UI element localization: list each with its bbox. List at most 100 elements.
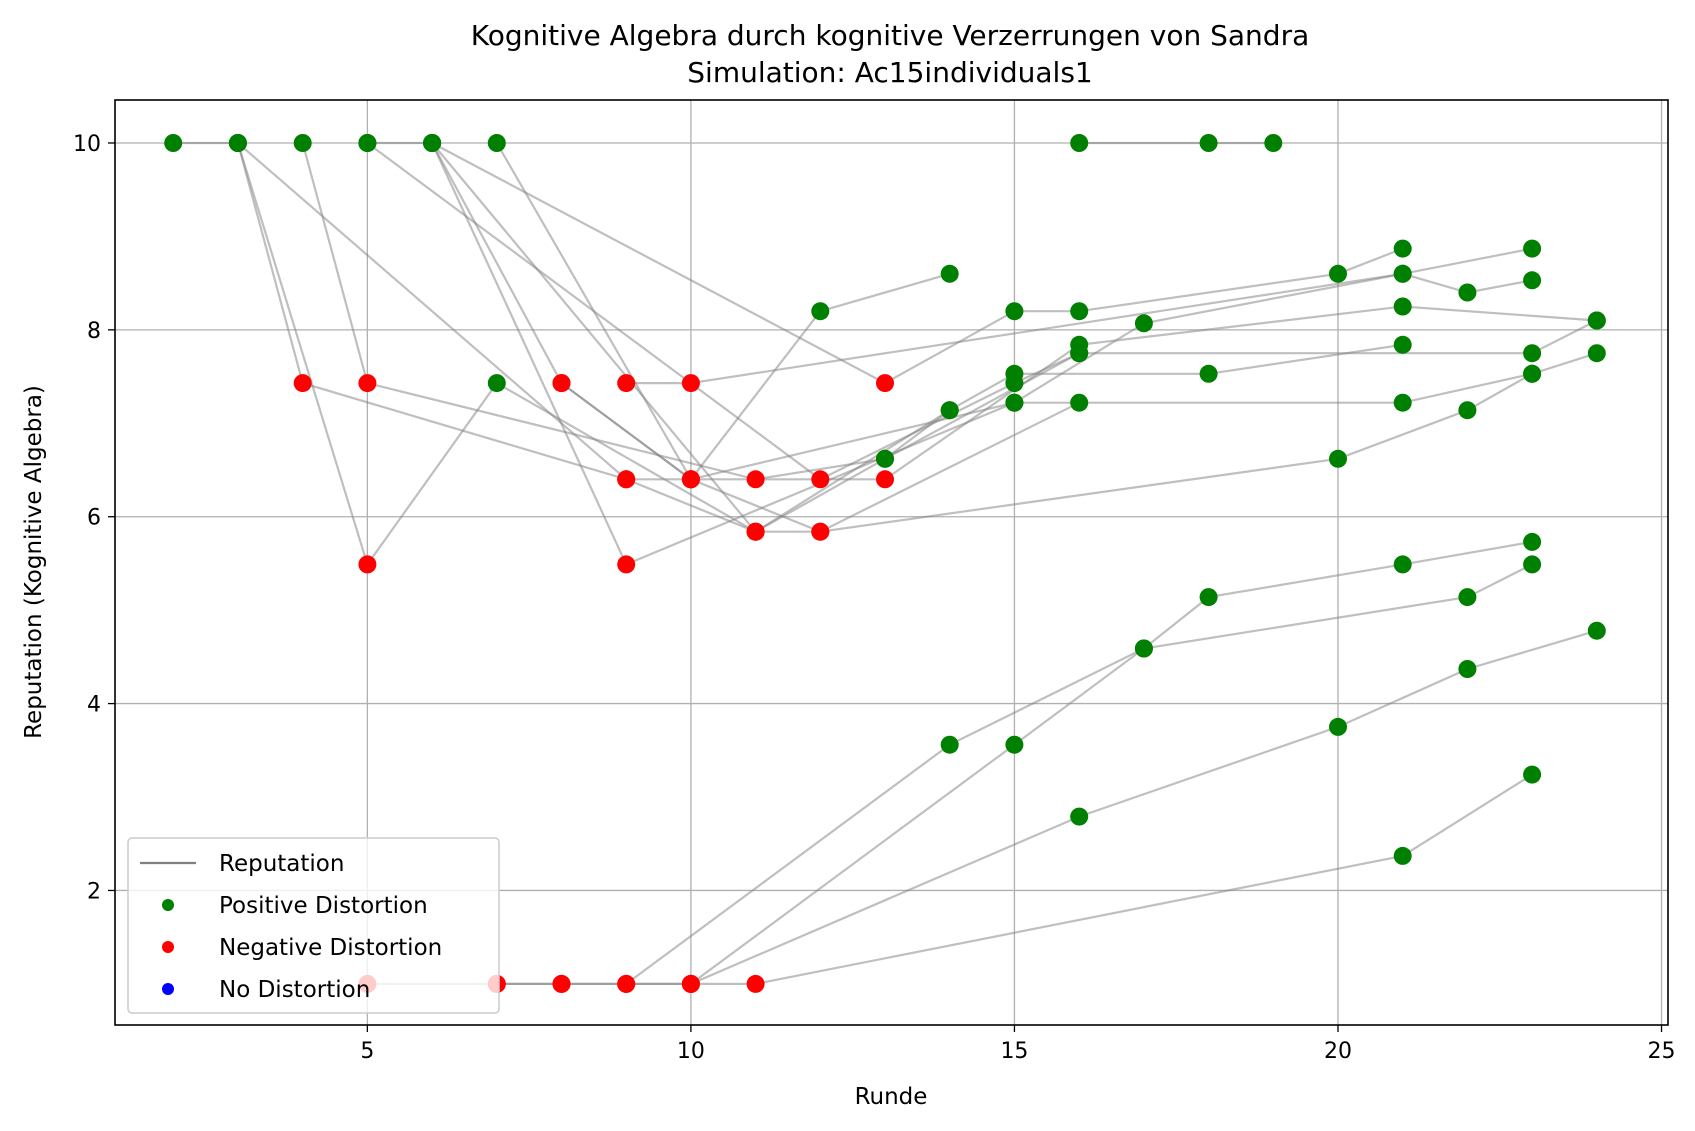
- positive-distortion-point: [1264, 134, 1283, 152]
- positive-distortion-point: [164, 134, 183, 152]
- legend-dot-swatch: [162, 983, 174, 995]
- positive-distortion-point: [1393, 393, 1412, 412]
- distortion-points: [164, 134, 1606, 993]
- y-tick-label: 10: [73, 132, 101, 157]
- positive-distortion-point: [1523, 364, 1542, 383]
- negative-distortion-point: [876, 470, 894, 489]
- positive-distortion-point: [293, 134, 312, 152]
- positive-distortion-point: [1134, 314, 1153, 333]
- positive-distortion-point: [1587, 344, 1606, 363]
- plot-frame: [114, 99, 1669, 1026]
- reputation-line: [431, 142, 1533, 533]
- y-tick-label: 4: [87, 693, 101, 718]
- positive-distortion-point: [1199, 364, 1218, 383]
- positive-distortion-point: [1458, 283, 1477, 302]
- negative-distortion-point: [293, 374, 312, 393]
- positive-distortion-point: [1587, 621, 1606, 640]
- negative-distortion-point: [617, 470, 636, 489]
- negative-distortion-point: [746, 522, 765, 541]
- positive-distortion-point: [1523, 765, 1542, 784]
- reputation-line: [431, 142, 1598, 566]
- positive-distortion-point: [1393, 555, 1412, 574]
- chart-title: Kognitive Algebra durch kognitive Verzer…: [471, 19, 1309, 52]
- negative-distortion-point: [746, 974, 765, 993]
- positive-distortion-point: [1523, 555, 1542, 574]
- positive-distortion-point: [1199, 588, 1218, 607]
- legend-dot-swatch: [162, 941, 174, 953]
- positive-distortion-point: [1070, 807, 1089, 826]
- y-axis-label: Reputation (Kognitive Algebra): [21, 385, 47, 739]
- positive-distortion-point: [1458, 660, 1477, 678]
- positive-distortion-point: [487, 134, 506, 152]
- positive-distortion-point: [1134, 639, 1153, 658]
- positive-distortion-point: [1458, 401, 1477, 420]
- negative-distortion-point: [358, 555, 377, 574]
- negative-distortion-point: [358, 374, 377, 393]
- legend-label: Reputation: [219, 851, 344, 877]
- legend-label: Positive Distortion: [219, 893, 428, 919]
- positive-distortion-point: [940, 735, 959, 754]
- legend-dot-swatch: [162, 899, 174, 911]
- positive-distortion-point: [1005, 735, 1024, 754]
- positive-distortion-point: [1523, 239, 1542, 258]
- negative-distortion-point: [811, 522, 830, 541]
- chart-subtitle: Simulation: Ac15individuals1: [687, 56, 1092, 89]
- positive-distortion-point: [1199, 134, 1218, 152]
- positive-distortion-point: [1329, 449, 1347, 468]
- negative-distortion-point: [746, 470, 765, 489]
- positive-distortion-point: [1070, 302, 1089, 321]
- positive-distortion-point: [1070, 134, 1089, 152]
- x-tick-label: 20: [1324, 1039, 1352, 1064]
- reputation-line: [626, 629, 1598, 986]
- positive-distortion-point: [1070, 393, 1089, 412]
- positive-distortion-point: [1393, 264, 1412, 283]
- axis-ticks: 5 10 15 20 25 2 4 6 8 10: [73, 132, 1676, 1064]
- positive-distortion-point: [1523, 271, 1542, 290]
- positive-distortion-point: [940, 264, 959, 283]
- positive-distortion-point: [1329, 264, 1347, 283]
- positive-distortion-point: [1005, 393, 1024, 412]
- x-tick-label: 25: [1648, 1039, 1676, 1064]
- negative-distortion-point: [552, 374, 571, 393]
- reputation-line: [560, 247, 1533, 481]
- reputation-line: [495, 142, 1080, 533]
- x-tick-label: 15: [1000, 1039, 1028, 1064]
- positive-distortion-point: [228, 134, 247, 152]
- positive-distortion-point: [1523, 532, 1542, 551]
- negative-distortion-point: [552, 974, 571, 993]
- y-tick-label: 8: [87, 319, 101, 344]
- x-tick-label: 10: [677, 1039, 705, 1064]
- positive-distortion-point: [940, 401, 959, 420]
- negative-distortion-point: [617, 555, 636, 574]
- positive-distortion-point: [1587, 311, 1606, 330]
- positive-distortion-point: [1329, 717, 1347, 736]
- positive-distortion-point: [1393, 239, 1412, 258]
- positive-distortion-point: [1005, 302, 1024, 321]
- positive-distortion-point: [1523, 344, 1542, 363]
- positive-distortion-point: [1070, 344, 1089, 363]
- negative-distortion-point: [811, 470, 830, 489]
- reputation-line: [690, 773, 1533, 986]
- negative-distortion-point: [617, 974, 636, 993]
- positive-distortion-point: [811, 302, 830, 321]
- x-axis-label: Runde: [855, 1084, 928, 1110]
- legend: Reputation Positive Distortion Negative Di…: [127, 837, 500, 1014]
- y-tick-label: 2: [87, 879, 101, 904]
- positive-distortion-point: [1393, 846, 1412, 865]
- negative-distortion-point: [617, 374, 636, 393]
- positive-distortion-point: [487, 374, 506, 393]
- y-tick-label: 6: [87, 506, 101, 531]
- positive-distortion-point: [358, 134, 377, 152]
- positive-distortion-point: [1393, 335, 1412, 354]
- negative-distortion-point: [681, 470, 700, 489]
- x-tick-label: 5: [360, 1039, 374, 1064]
- positive-distortion-point: [1393, 297, 1412, 316]
- legend-label: Negative Distortion: [219, 935, 442, 961]
- positive-distortion-point: [876, 449, 894, 468]
- legend-box: [127, 837, 500, 1014]
- positive-distortion-point: [1005, 374, 1024, 393]
- legend-label: No Distortion: [219, 977, 370, 1003]
- negative-distortion-point: [681, 974, 700, 993]
- grid-lines: [115, 100, 1668, 1025]
